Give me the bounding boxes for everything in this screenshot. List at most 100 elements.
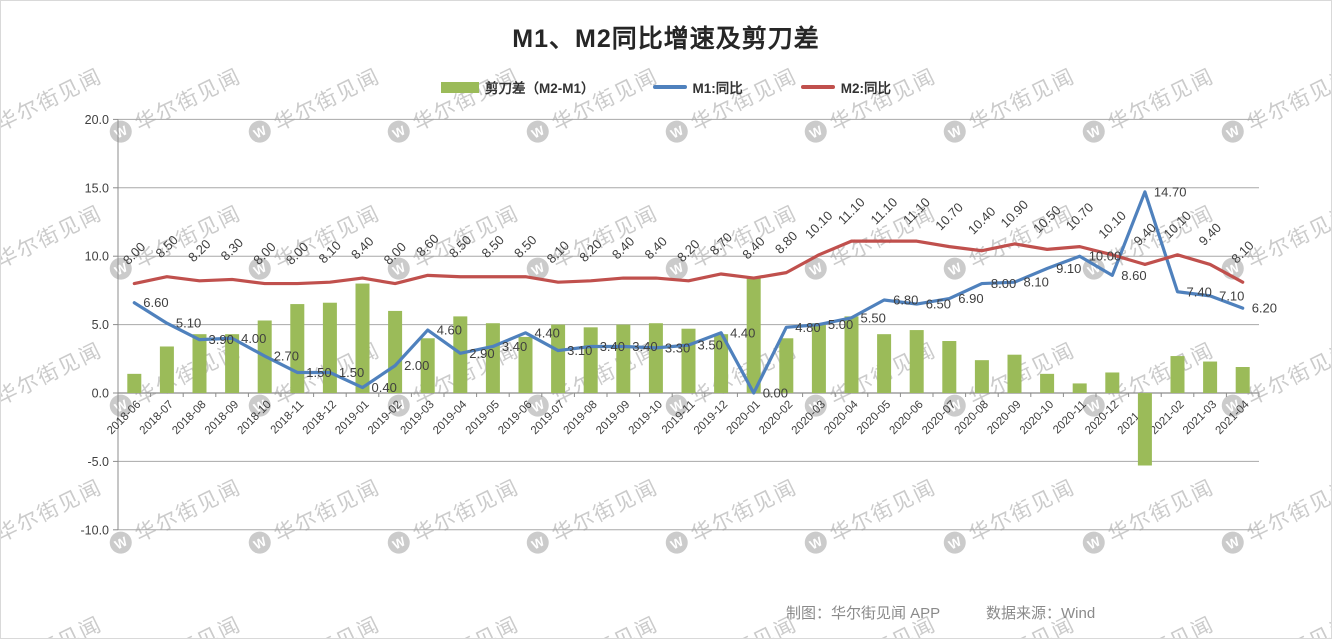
x-axis-label: 2020-06 bbox=[887, 399, 925, 437]
bar bbox=[192, 334, 207, 393]
bar bbox=[1007, 354, 1022, 393]
m1-data-label: 3.90 bbox=[209, 332, 234, 347]
m2-data-label: 8.70 bbox=[707, 230, 736, 259]
m2-data-label: 8.00 bbox=[381, 239, 410, 268]
bar bbox=[355, 283, 370, 393]
y-axis-label: 15.0 bbox=[85, 181, 109, 195]
m2-data-label: 10.10 bbox=[802, 208, 836, 242]
x-axis-label: 2019-11 bbox=[660, 399, 698, 437]
m1-line bbox=[132, 190, 1245, 395]
x-axis-label: 2018-10 bbox=[235, 399, 273, 437]
m2-data-label: 10.50 bbox=[1030, 202, 1064, 236]
x-axis-label: 2020-04 bbox=[822, 398, 861, 437]
legend-label: M2:同比 bbox=[840, 81, 891, 96]
bar bbox=[648, 323, 663, 393]
m2-data-label: 8.40 bbox=[348, 234, 377, 263]
bar bbox=[420, 338, 435, 393]
bar bbox=[877, 334, 892, 393]
m2-data-label: 8.10 bbox=[1228, 238, 1257, 267]
m1-data-label: 5.50 bbox=[861, 310, 886, 325]
x-axis-label: 2021-02 bbox=[1148, 399, 1186, 437]
bar bbox=[714, 334, 729, 393]
m1-data-label: 1.50 bbox=[339, 365, 364, 380]
bar bbox=[942, 341, 957, 393]
m1-data-label: 7.10 bbox=[1219, 288, 1244, 303]
m1-data-label: 6.60 bbox=[143, 295, 168, 310]
bar bbox=[551, 324, 566, 393]
footer-source: 数据来源：Wind bbox=[986, 605, 1096, 622]
y-axis-label: -5.0 bbox=[87, 455, 109, 469]
m1-data-label: 2.70 bbox=[274, 349, 299, 364]
legend-line-swatch-icon bbox=[652, 85, 687, 89]
m1-data-label: 0.00 bbox=[763, 386, 788, 401]
bar bbox=[322, 302, 337, 393]
m1-data-label: 6.20 bbox=[1252, 301, 1277, 316]
m1-data-label: 14.70 bbox=[1154, 184, 1187, 199]
m2-data-label: 8.10 bbox=[544, 238, 573, 267]
footer-credit: 制图：华尔街见闻 APP bbox=[786, 605, 941, 622]
m1-data-label: 4.80 bbox=[795, 320, 820, 335]
m2-data-label: 8.00 bbox=[120, 239, 149, 268]
bar bbox=[1040, 373, 1055, 393]
x-axis-label: 2019-04 bbox=[431, 398, 470, 437]
bar bbox=[388, 310, 403, 393]
bar bbox=[485, 323, 500, 393]
chart-legend: 剪刀差（M2-M1） M1:同比 M2:同比 bbox=[1, 77, 1331, 97]
bar bbox=[1235, 367, 1250, 393]
x-axis-label: 2020-12 bbox=[1083, 399, 1121, 437]
x-axis-label: 2019-10 bbox=[627, 399, 665, 437]
m2-data-label: 11.10 bbox=[835, 195, 868, 228]
y-axis-label: -10.0 bbox=[81, 523, 110, 537]
m2-data-label: 8.20 bbox=[674, 236, 703, 265]
m1-data-label: 7.40 bbox=[1187, 284, 1212, 299]
m2-data-label: 8.20 bbox=[576, 236, 605, 265]
bar bbox=[1072, 383, 1087, 393]
chart-title: M1、M2同比增速及剪刀差 bbox=[512, 25, 820, 53]
legend-label: 剪刀差（M2-M1） bbox=[484, 81, 595, 96]
m1-data-label: 6.50 bbox=[926, 297, 951, 312]
m2-data-label: 8.30 bbox=[218, 235, 247, 264]
m2-data-label: 8.80 bbox=[772, 228, 801, 257]
y-axis-label: 10.0 bbox=[85, 250, 109, 264]
m2-data-label: 10.70 bbox=[1063, 200, 1097, 234]
m1-data-label: 3.40 bbox=[600, 339, 625, 354]
m1-data-label: 3.30 bbox=[665, 340, 690, 355]
m1-data-label: 4.00 bbox=[241, 331, 266, 346]
x-axis-label: 2019-03 bbox=[398, 399, 436, 437]
bar bbox=[974, 360, 989, 393]
m1-data-label: 5.10 bbox=[176, 316, 201, 331]
m1-data-label: 4.60 bbox=[437, 323, 462, 338]
m1-data-label: 4.40 bbox=[535, 325, 560, 340]
x-axis-label: 2018-12 bbox=[301, 399, 339, 437]
m1-data-label: 3.10 bbox=[567, 343, 592, 358]
x-axis-label: 2018-11 bbox=[269, 399, 307, 437]
x-axis-label: 2019-05 bbox=[464, 399, 502, 437]
m1-data-label: 6.80 bbox=[893, 292, 918, 307]
legend-bar-swatch-icon bbox=[440, 81, 479, 93]
m1-data-label: 3.40 bbox=[632, 339, 657, 354]
x-axis-label: 2021-03 bbox=[1181, 399, 1219, 437]
m1-data-label: 10.00 bbox=[1089, 249, 1122, 264]
bar bbox=[583, 327, 598, 393]
bar bbox=[1105, 372, 1120, 393]
x-axis-label: 2020-05 bbox=[855, 399, 893, 437]
bar bbox=[225, 334, 240, 393]
m2-data-label: 10.70 bbox=[932, 200, 966, 234]
y-axis-label: 20.0 bbox=[85, 113, 109, 127]
bar bbox=[127, 373, 142, 393]
m1-data-label: 8.10 bbox=[1024, 275, 1049, 290]
m1-data-label: 1.50 bbox=[306, 365, 331, 380]
x-axis-label: 2021-04 bbox=[1213, 398, 1252, 437]
legend-item-m1: M1:同比 bbox=[652, 77, 743, 97]
m1-data-label: 0.40 bbox=[372, 380, 397, 395]
m1-data-label: 6.90 bbox=[958, 291, 983, 306]
m2-data-label: 8.60 bbox=[413, 231, 442, 260]
x-axis-label: 2018-08 bbox=[170, 399, 208, 437]
bar bbox=[1170, 356, 1185, 393]
x-axis-label: 2020-08 bbox=[953, 399, 991, 437]
bar bbox=[1203, 361, 1218, 393]
bar bbox=[1137, 393, 1152, 466]
x-axis-label: 2018-07 bbox=[138, 399, 176, 437]
m1-data-label: 2.90 bbox=[469, 346, 494, 361]
